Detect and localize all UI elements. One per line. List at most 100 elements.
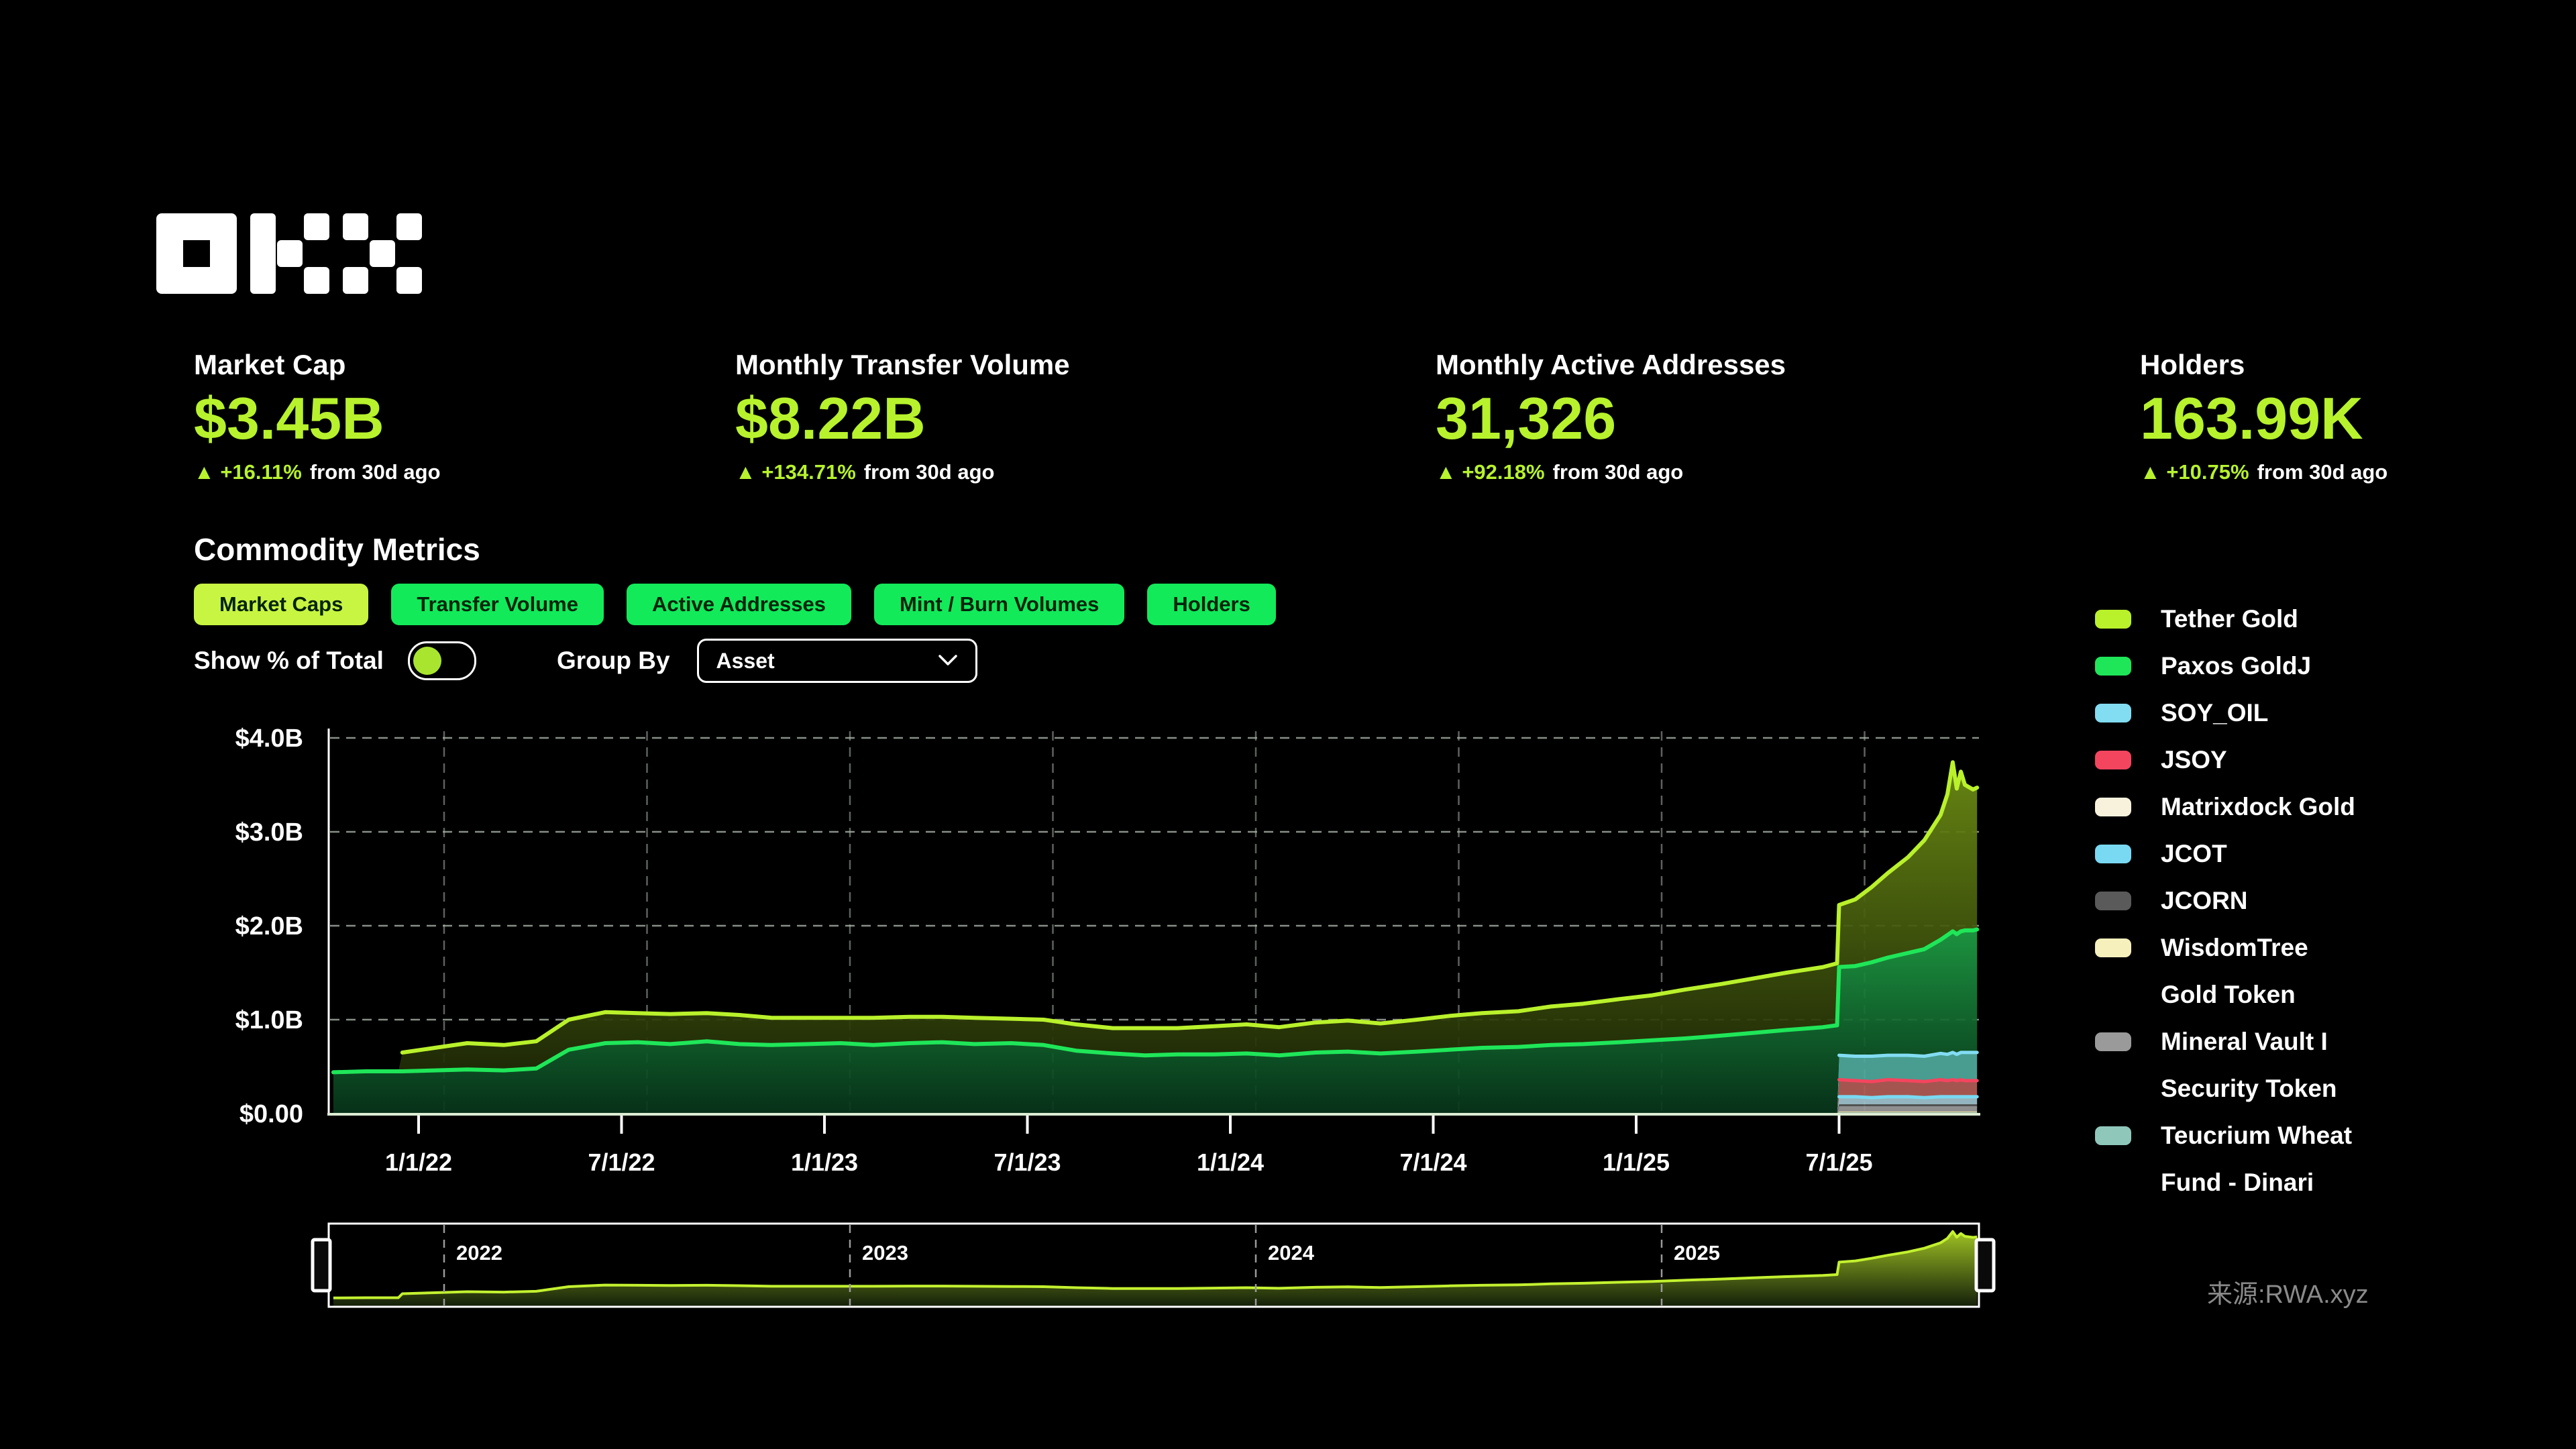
stat-delta-pct: +16.11% [220, 460, 302, 484]
tab-mint-burn-volumes[interactable]: Mint / Burn Volumes [874, 584, 1125, 625]
legend-item-jsoy: JSOY [2095, 737, 2524, 784]
brush-line [333, 1230, 1978, 1299]
up-arrow-icon: ▲ [735, 460, 756, 484]
market-cap-stacked-area-chart: $4.0B $3.0B $2.0B $1.0B $0.00 1/1/22 7/1/22 1/1… [235, 724, 1980, 1176]
legend-item-jcorn: JCORN [2095, 877, 2524, 924]
stat-title: Monthly Active Addresses [1436, 349, 1786, 380]
okx-logo [156, 213, 422, 294]
x-axis-label: 7/1/22 [588, 1148, 655, 1176]
legend-swatch [2095, 1126, 2131, 1145]
legend-item-jcot: JCOT [2095, 830, 2524, 877]
legend-swatch [2095, 798, 2131, 816]
stat-delta-pct: +92.18% [1462, 460, 1545, 484]
stat-holders: Holders 163.99K ▲ +10.75% from 30d ago [2140, 349, 2387, 484]
up-arrow-icon: ▲ [1436, 460, 1456, 484]
brush-year-label: 2023 [862, 1241, 908, 1265]
y-axis-label: $3.0B [235, 818, 303, 847]
up-arrow-icon: ▲ [194, 460, 215, 484]
stat-title: Holders [2140, 349, 2245, 380]
x-axis-label: 7/1/23 [994, 1148, 1061, 1176]
group-by-select[interactable]: Asset [696, 639, 977, 683]
legend-swatch [2095, 704, 2131, 722]
line-paxos [331, 927, 1980, 1075]
legend-label: JCOT [2161, 840, 2227, 867]
legend-swatch [2095, 892, 2131, 910]
stat-delta-suffix: from 30d ago [2257, 460, 2388, 484]
x-axis-label: 7/1/25 [1805, 1148, 1872, 1176]
legend-swatch [2095, 845, 2131, 863]
legend-label: SOY_OIL [2161, 699, 2269, 727]
legend-label: Teucrium Wheat Fund - Dinari [2161, 1122, 2353, 1196]
line-tether [400, 760, 1980, 1055]
brush-area [333, 1231, 1978, 1307]
group-by-label: Group By [556, 647, 670, 674]
legend-item-matrixdock: Matrixdock Gold [2095, 784, 2524, 830]
stat-delta-suffix: from 30d ago [1552, 460, 1684, 484]
legend-item-mineral: Mineral Vault I Security Token [2095, 1018, 2524, 1112]
stat-title: Monthly Transfer Volume [735, 349, 1070, 380]
stat-transfer-volume: Monthly Transfer Volume $8.22B ▲ +134.71… [735, 349, 1070, 484]
x-axis-label: 7/1/24 [1399, 1148, 1466, 1176]
y-axis-label: $2.0B [235, 912, 303, 941]
legend-swatch [2095, 657, 2131, 676]
area-paxos [333, 929, 1978, 1114]
group-by-value: Asset [716, 648, 775, 673]
stat-delta-pct: +134.71% [761, 460, 856, 484]
stat-title: Market Cap [194, 349, 346, 380]
stat-delta-suffix: from 30d ago [863, 460, 995, 484]
legend-label: JSOY [2161, 746, 2227, 773]
legend-label: Mineral Vault I Security Token [2161, 1028, 2337, 1102]
stat-delta-suffix: from 30d ago [309, 460, 441, 484]
stat-delta: ▲ +10.75% from 30d ago [2140, 460, 2387, 484]
y-axis-label: $4.0B [235, 724, 303, 753]
tab-active-addresses[interactable]: Active Addresses [626, 584, 852, 625]
brush-year-label: 2025 [1674, 1241, 1720, 1265]
tab-holders[interactable]: Holders [1147, 584, 1276, 625]
stat-value: $8.22B [735, 385, 926, 451]
brush-handle-right[interactable] [1974, 1238, 1996, 1293]
legend-label: WisdomTree Gold Token [2161, 934, 2308, 1008]
legend-item-soy_oil: SOY_OIL [2095, 690, 2524, 737]
x-axis-label: 1/1/22 [385, 1148, 452, 1176]
timeline-brush[interactable]: 2022 2023 2024 2025 [0, 1201, 2080, 1342]
legend-swatch [2095, 938, 2131, 957]
legend-swatch [2095, 610, 2131, 629]
legend-label: Paxos GoldJ [2161, 652, 2312, 680]
x-axis-label: 1/1/25 [1603, 1148, 1670, 1176]
stat-value: 163.99K [2140, 385, 2363, 451]
tab-transfer-volume[interactable]: Transfer Volume [391, 584, 604, 625]
chart-controls: Show % of Total Group By Asset [194, 639, 977, 683]
chevron-down-icon [938, 655, 957, 665]
legend-swatch [2095, 751, 2131, 769]
stat-delta-pct: +10.75% [2166, 460, 2249, 484]
show-percent-label: Show % of Total [194, 647, 384, 674]
legend-swatch [2095, 1032, 2131, 1051]
legend-item-tether: Tether Gold [2095, 596, 2524, 643]
legend-item-wisdomtree: WisdomTree Gold Token [2095, 924, 2524, 1018]
stat-delta: ▲ +16.11% from 30d ago [194, 460, 441, 484]
legend-item-paxos: Paxos GoldJ [2095, 643, 2524, 690]
brush-handle-left[interactable] [311, 1238, 332, 1293]
toggle-knob [413, 647, 441, 675]
stat-delta: ▲ +92.18% from 30d ago [1436, 460, 1786, 484]
x-axis-label: 1/1/23 [791, 1148, 858, 1176]
show-percent-toggle[interactable] [407, 641, 476, 680]
data-source-label: 来源:RWA.xyz [2207, 1281, 2369, 1309]
tab-market-caps[interactable]: Market Caps [194, 584, 369, 625]
line-soy_oil [1837, 1051, 1979, 1058]
legend-label: JCORN [2161, 887, 2248, 914]
line-jsoy [1837, 1078, 1979, 1083]
stat-market-cap: Market Cap $3.45B ▲ +16.11% from 30d ago [194, 349, 441, 484]
area-tether [333, 762, 1978, 1073]
x-axis-label: 1/1/24 [1197, 1148, 1264, 1176]
section-title: Commodity Metrics [194, 532, 480, 567]
chart-legend: Tether Gold Paxos GoldJ SOY_OIL JSOY Matrixd… [2095, 596, 2524, 1206]
brush-year-label: 2024 [1268, 1241, 1315, 1265]
brush-year-label: 2022 [456, 1241, 502, 1265]
legend-item-teucrium: Teucrium Wheat Fund - Dinari [2095, 1112, 2524, 1206]
stat-delta: ▲ +134.71% from 30d ago [735, 460, 1070, 484]
y-axis-label: $1.0B [235, 1006, 303, 1034]
legend-label: Matrixdock Gold [2161, 793, 2355, 820]
metric-tabs: Market Caps Transfer Volume Active Addre… [194, 584, 1276, 625]
stat-value: $3.45B [194, 385, 384, 451]
